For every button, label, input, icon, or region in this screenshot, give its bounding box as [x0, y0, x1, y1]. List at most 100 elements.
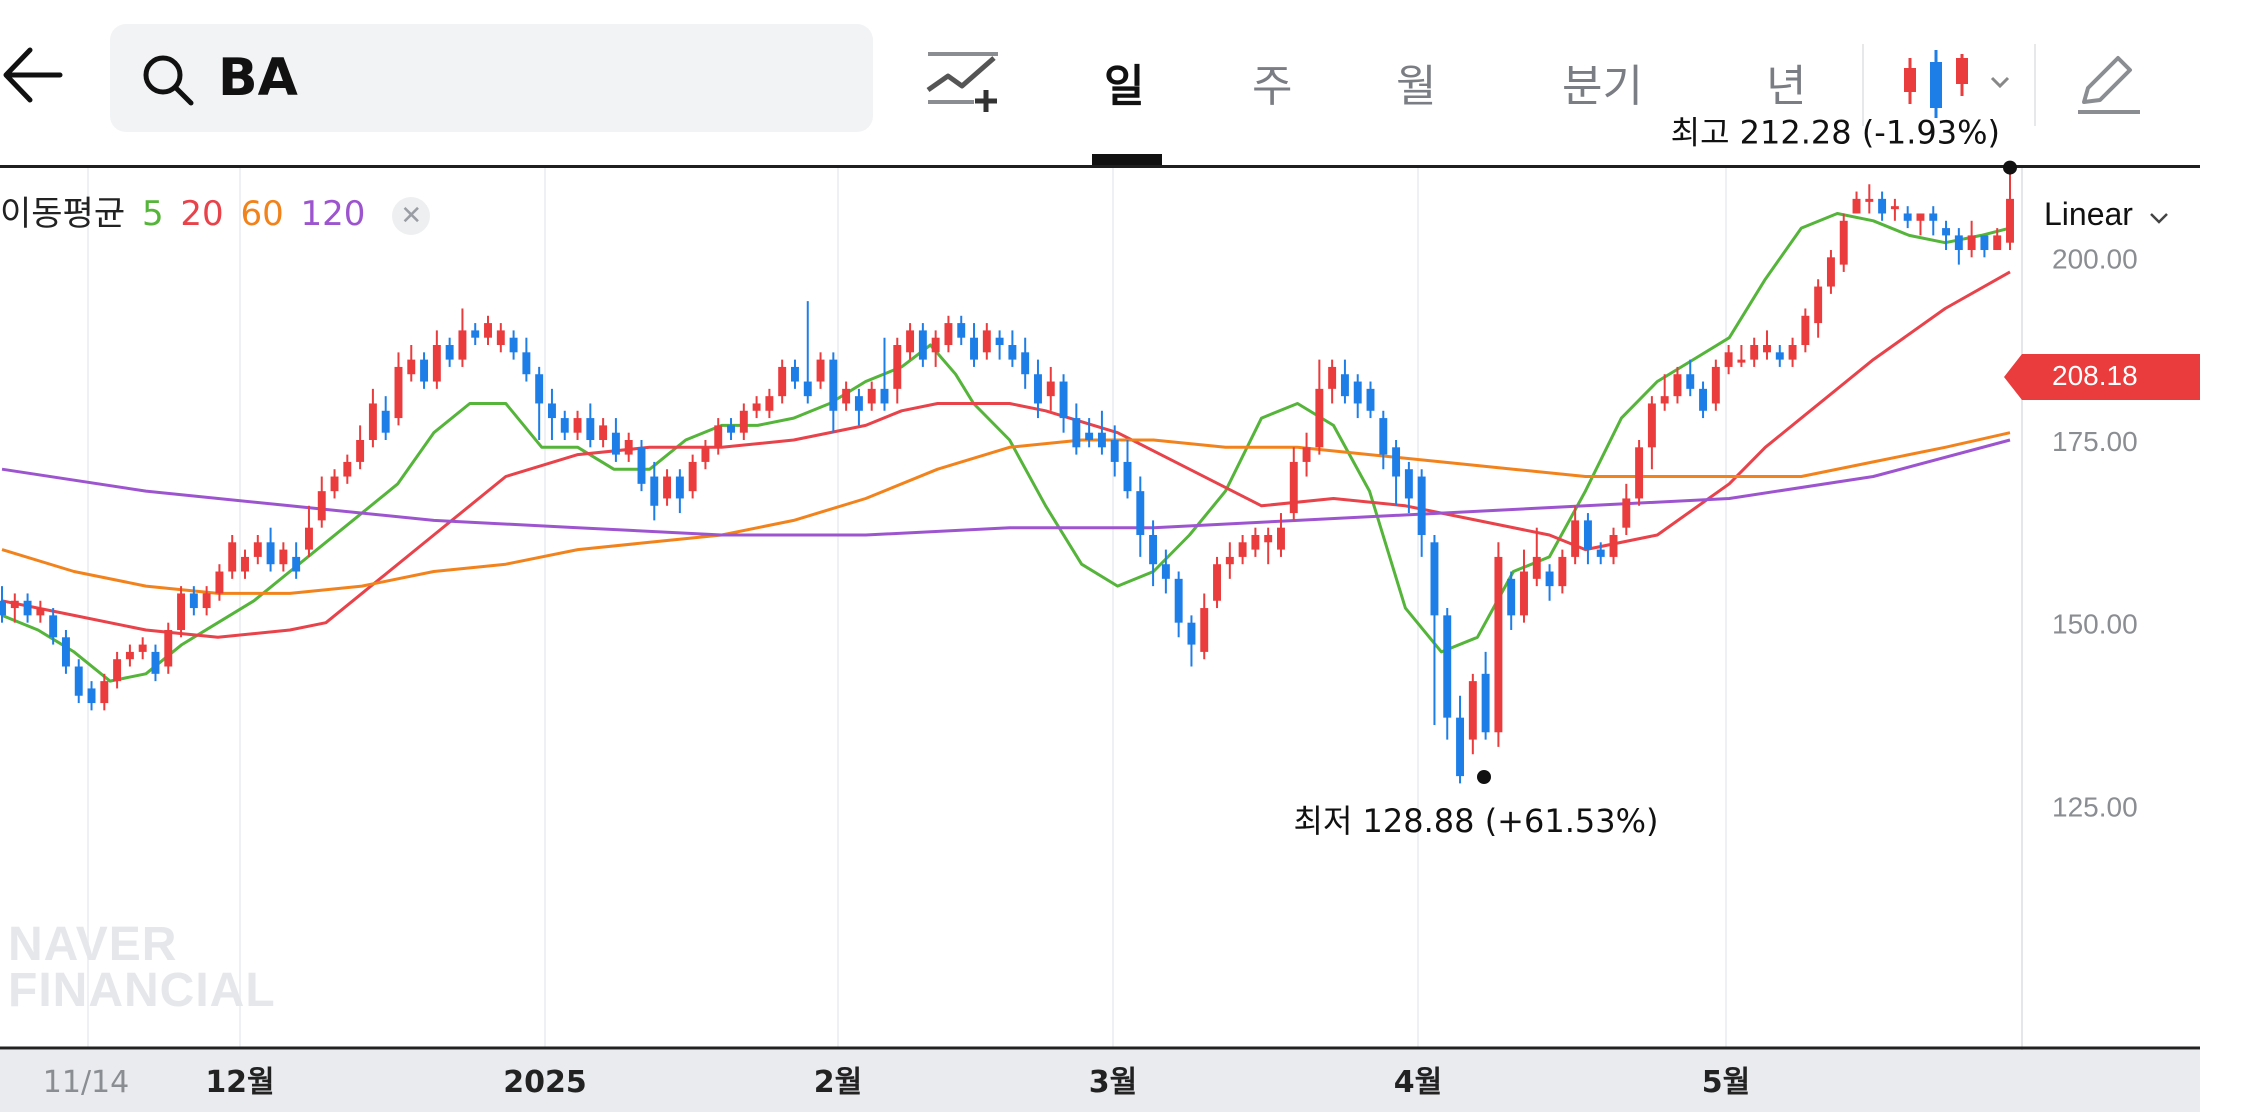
candle-body — [1967, 235, 1976, 251]
legend-ma5: 5 — [141, 194, 164, 234]
candle-body — [1750, 345, 1759, 360]
candle-body — [1532, 556, 1541, 579]
candle — [138, 637, 147, 660]
high-marker — [2003, 160, 2017, 175]
candle — [1635, 440, 1644, 506]
candle-body — [1558, 556, 1567, 587]
watermark-logo: NAVER FINANCIAL — [8, 918, 276, 1017]
candle-body — [1852, 198, 1861, 214]
x-tick-label: 12월 — [205, 1065, 274, 1100]
candle-body — [1468, 681, 1477, 740]
candle — [650, 461, 659, 521]
arrow-left-icon[interactable] — [0, 40, 70, 110]
tab-quarterly[interactable]: 분기 — [1562, 61, 1643, 112]
candle-body — [931, 337, 940, 353]
candle — [330, 469, 339, 499]
candle-body — [599, 425, 608, 440]
candle — [816, 352, 825, 389]
candle — [151, 644, 160, 682]
y-tick-label: 175.00 — [2052, 426, 2138, 457]
candle-body — [1916, 213, 1925, 221]
candle-body — [304, 527, 313, 550]
y-tick-label: 200.00 — [2052, 243, 2138, 274]
candle-body — [752, 403, 761, 411]
candle — [1251, 527, 1260, 557]
candle — [586, 403, 595, 448]
candle — [1046, 366, 1055, 411]
candle-body — [1878, 198, 1887, 214]
candle-body — [1788, 345, 1797, 360]
candle-body — [279, 549, 288, 565]
candle — [10, 593, 19, 623]
candle-body — [1826, 257, 1835, 287]
candle — [1289, 447, 1298, 521]
tab-daily[interactable]: 일 — [1104, 61, 1145, 112]
search-icon — [143, 55, 194, 106]
candle — [1647, 396, 1656, 470]
candle-body — [1903, 213, 1912, 221]
candle — [202, 586, 211, 616]
candle-body — [957, 323, 966, 338]
tab-weekly[interactable]: 주 — [1252, 61, 1293, 112]
candle — [1174, 571, 1183, 638]
chart-toolbar: BA 일 주 월 분기 년 — [0, 0, 2200, 166]
candle-body — [1161, 564, 1170, 579]
line-chart-plus-icon[interactable] — [924, 46, 1004, 116]
candle-body — [611, 432, 620, 455]
candle — [1750, 337, 1759, 367]
candle-body — [1404, 469, 1413, 499]
candle — [317, 476, 326, 528]
candle — [995, 330, 1004, 360]
candle-body — [535, 374, 544, 404]
tab-monthly[interactable]: 월 — [1396, 61, 1437, 112]
candle — [1890, 198, 1899, 221]
candle-body — [1494, 556, 1503, 733]
candle — [778, 359, 787, 404]
candle-body — [739, 410, 748, 433]
toolbar-bottom-border — [0, 165, 2200, 168]
candle — [982, 323, 991, 360]
candle-body — [164, 629, 173, 667]
candle-body — [688, 461, 697, 492]
scale-dropdown[interactable]: Linear — [2044, 196, 2170, 233]
candle — [394, 352, 403, 426]
candle — [228, 534, 237, 579]
candle-body — [1814, 286, 1823, 324]
candle — [368, 388, 377, 448]
candle — [1801, 308, 1810, 353]
candle-body — [1417, 476, 1426, 535]
candle-body — [1865, 198, 1874, 202]
y-tick-label: 125.00 — [2052, 791, 2138, 822]
candle — [867, 381, 876, 411]
candle-body — [701, 447, 710, 462]
candle — [957, 315, 966, 346]
pencil-icon[interactable] — [2074, 50, 2144, 116]
candle — [100, 673, 109, 711]
x-tick-label: 11/14 — [43, 1065, 129, 1100]
candle-body — [650, 476, 659, 506]
candle — [1008, 330, 1017, 367]
candle — [1161, 549, 1170, 594]
candle-body — [1097, 432, 1106, 448]
x-axis-band — [0, 1050, 2200, 1112]
candle — [1149, 520, 1158, 587]
candle — [1839, 213, 1848, 272]
candle — [1788, 337, 1797, 367]
candle-body — [1059, 381, 1068, 419]
candle-body — [1289, 461, 1298, 514]
close-icon[interactable]: ✕ — [392, 196, 431, 235]
candle-body — [1149, 534, 1158, 565]
candle-body — [484, 323, 492, 338]
candle — [1059, 374, 1068, 433]
candle-body — [1545, 571, 1554, 587]
candlestick-icon[interactable] — [1900, 44, 2020, 124]
candle-body — [177, 593, 186, 630]
candle — [1558, 549, 1567, 594]
tab-yearly[interactable]: 년 — [1766, 61, 1807, 112]
candle-body — [1775, 352, 1784, 360]
candle — [701, 440, 710, 470]
candle-body — [1200, 608, 1209, 652]
search-box[interactable]: BA — [110, 24, 873, 132]
x-tick-label: 3월 — [1089, 1065, 1137, 1100]
